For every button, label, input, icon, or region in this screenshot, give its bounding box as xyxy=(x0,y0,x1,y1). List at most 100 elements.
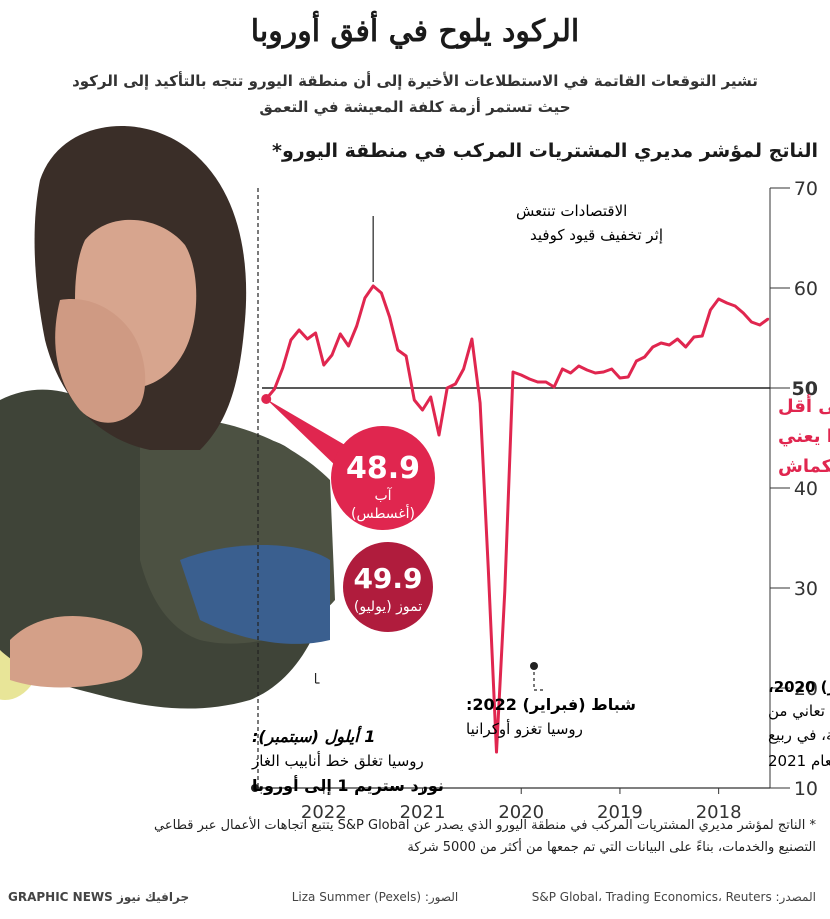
data-point xyxy=(684,345,687,349)
data-point xyxy=(668,343,671,347)
peak-annotation-line: إثر تخفيف قيود كوفيد xyxy=(530,226,663,244)
x-tick-label: 2022 xyxy=(301,802,347,823)
data-point xyxy=(273,387,276,391)
footnote-line-2: التصنيع والخدمات، بناءً على البيانات الت… xyxy=(407,840,816,855)
threshold-annotation-line: من 50 فهذا يعني xyxy=(778,426,830,447)
data-point xyxy=(380,291,383,295)
data-point xyxy=(750,320,753,324)
data-point xyxy=(495,750,498,754)
data-point xyxy=(585,368,589,372)
y-tick-label: 60 xyxy=(794,278,818,300)
badge-aug-label: (أغسطس) xyxy=(351,504,415,522)
x-tick-label: 2020 xyxy=(498,802,544,823)
data-point xyxy=(700,334,704,338)
data-point xyxy=(396,348,400,352)
y-tick-label: 20 xyxy=(794,678,818,700)
data-point xyxy=(429,395,432,399)
data-point xyxy=(322,363,326,367)
data-point xyxy=(511,370,515,374)
chart-title: الناتج لمؤشر مديري المشتريات المركب في م… xyxy=(272,140,818,162)
data-point xyxy=(487,567,490,571)
threshold-annotation-line: حصول انكماش xyxy=(778,456,830,477)
source-text: المصدر: S&P Global، Trading Economics، R… xyxy=(531,890,816,904)
y-tick-label: 50 xyxy=(792,378,818,400)
data-point xyxy=(330,353,334,357)
data-point xyxy=(725,301,729,305)
data-point xyxy=(766,317,770,321)
data-point xyxy=(454,382,457,386)
subtitle-line-2: حيث تستمر أزمة كلفة المعيشة في التعمق xyxy=(259,98,571,116)
event-text-covid: العام 2021 xyxy=(768,752,830,770)
badge-aug-label: آب xyxy=(374,487,392,504)
data-point xyxy=(371,284,375,288)
badge-jul-label: تموز (يوليو) xyxy=(354,599,422,615)
data-point xyxy=(561,367,564,371)
data-point xyxy=(733,304,737,308)
data-point xyxy=(659,341,663,345)
data-point xyxy=(388,315,391,319)
data-point xyxy=(528,377,531,381)
data-point xyxy=(651,345,655,349)
y-tick-label: 30 xyxy=(794,578,818,600)
axes-group: 10 20 30 40 50 60 70 2018 2019 2020 2021 2022 xyxy=(258,178,818,823)
data-point xyxy=(676,337,679,341)
data-point xyxy=(594,371,597,375)
data-point xyxy=(289,338,293,342)
x-tick-label: 2018 xyxy=(696,802,742,823)
data-point xyxy=(470,337,474,341)
data-point xyxy=(413,398,416,402)
event-text-feb-2022: روسيا تغزو أوكرانيا xyxy=(466,719,583,738)
data-point xyxy=(503,589,506,593)
data-point xyxy=(445,386,449,390)
data-point xyxy=(742,311,745,315)
data-point xyxy=(709,308,712,312)
data-point xyxy=(602,370,605,374)
data-point xyxy=(478,401,482,405)
data-point xyxy=(314,331,317,335)
event-text-covid: إجراءات إغلاق مطولة، في ربيع xyxy=(768,726,830,745)
data-point xyxy=(544,380,548,384)
data-point xyxy=(363,296,367,300)
badge-pointer xyxy=(266,399,345,470)
y-tick-label: 10 xyxy=(794,778,818,800)
x-tick-label: 2019 xyxy=(597,802,643,823)
pmi-series-line xyxy=(265,284,769,754)
data-point xyxy=(297,328,301,332)
x-tick-label: 2021 xyxy=(400,802,446,823)
data-point xyxy=(717,297,720,301)
photo-credit: الصور: Liza Summer (Pexels) xyxy=(291,890,459,904)
data-point xyxy=(536,380,539,384)
data-point xyxy=(404,354,408,358)
data-point xyxy=(462,367,465,371)
data-point xyxy=(610,367,613,371)
data-point xyxy=(281,366,284,370)
data-point xyxy=(339,332,342,336)
peak-annotation-line: الاقتصادات تنتعش xyxy=(516,202,627,220)
data-point xyxy=(306,337,309,341)
event-text-sept-2022: نورد ستريم 1 إلى أوروبا xyxy=(252,775,444,795)
badge-aug-value: 48.9 xyxy=(346,451,420,486)
event-title-feb-2022: شباط (فبراير) 2022: xyxy=(466,695,636,714)
data-point xyxy=(355,324,358,328)
brand-logo: GRAPHIC NEWS جرافيك نيوز xyxy=(8,890,190,904)
threshold-annotation-line: عندما يصل المؤشر إلى أقل xyxy=(778,394,830,417)
data-point xyxy=(692,335,696,339)
data-point xyxy=(520,373,523,377)
data-point xyxy=(569,371,572,375)
badge-jul-circle xyxy=(343,542,433,632)
page-title: الركود يلوح في أفق أوروبا xyxy=(250,14,580,49)
data-point xyxy=(643,355,646,359)
data-point xyxy=(635,359,638,363)
data-point xyxy=(618,376,622,380)
data-point xyxy=(347,344,350,348)
event-title-sept-2022: 1 أيلول (سبتمبر): xyxy=(252,725,375,747)
y-tick-label: 40 xyxy=(794,478,818,500)
subtitle-line-1: تشير التوقعات القاتمة في الاستطلاعات الأ… xyxy=(72,72,758,90)
data-point xyxy=(421,408,424,412)
data-point xyxy=(437,433,441,437)
event-title-covid: كانون الثاني (يناير) 2020، xyxy=(768,678,830,696)
event-text-covid: كوفيد-19: الدول تعاني من xyxy=(768,702,830,721)
